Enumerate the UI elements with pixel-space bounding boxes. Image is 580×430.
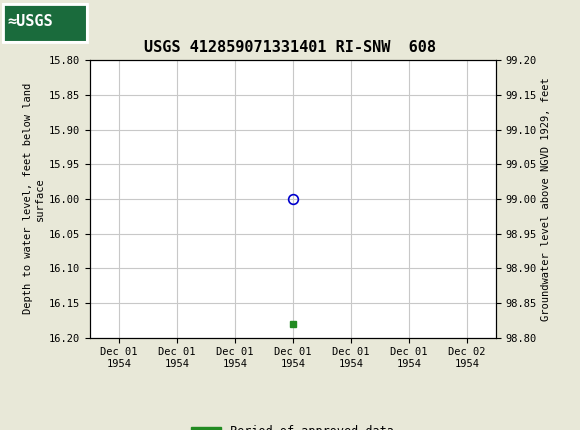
Y-axis label: Groundwater level above NGVD 1929, feet: Groundwater level above NGVD 1929, feet (541, 77, 551, 321)
Bar (3, 3, 87, 42)
Y-axis label: Depth to water level, feet below land
surface: Depth to water level, feet below land su… (23, 83, 45, 314)
Text: ≈USGS: ≈USGS (8, 14, 53, 29)
Text: USGS 412859071331401 RI-SNW  608: USGS 412859071331401 RI-SNW 608 (144, 40, 436, 55)
Legend: Period of approved data: Period of approved data (187, 420, 399, 430)
